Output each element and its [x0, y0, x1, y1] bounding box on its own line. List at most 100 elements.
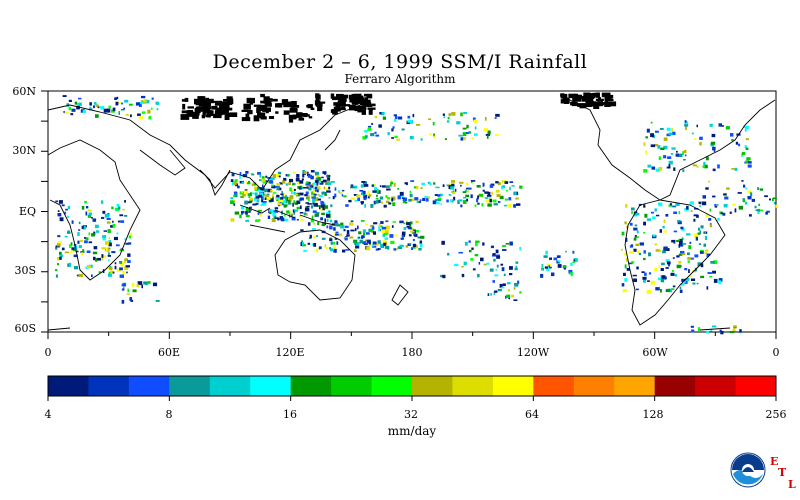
no-data-pixel [213, 100, 223, 103]
rain-pixel [475, 240, 480, 243]
rain-pixel [55, 269, 58, 272]
rain-pixel [504, 198, 508, 201]
rain-pixel [365, 134, 368, 138]
rain-pixel [299, 212, 304, 214]
rain-pixel [474, 254, 479, 257]
rain-pixel [708, 180, 710, 183]
rain-pixel [251, 192, 256, 195]
rain-pixel [470, 194, 473, 199]
rain-pixel [437, 198, 441, 202]
rain-pixel [314, 186, 318, 190]
no-data-pixel [260, 100, 266, 104]
no-data-pixel [214, 102, 220, 106]
rain-pixel [296, 200, 301, 204]
colorbar-swatch [452, 376, 494, 396]
rain-pixel [341, 194, 344, 197]
no-data-pixel [263, 96, 270, 102]
rain-pixel [245, 214, 250, 218]
rain-pixel [81, 225, 84, 229]
rain-pixel [665, 214, 669, 217]
rain-pixel [496, 264, 499, 268]
rain-pixel [81, 205, 85, 210]
rain-pixel [499, 195, 504, 199]
rain-pixel [379, 196, 384, 200]
rain-pixel [262, 187, 265, 191]
no-data-pixel [587, 94, 594, 100]
rain-pixel [69, 244, 72, 248]
no-data-pixel [607, 101, 617, 107]
rain-pixel [283, 205, 287, 208]
rain-pixel [460, 184, 462, 187]
rain-pixel [402, 197, 407, 202]
rain-pixel [55, 274, 58, 278]
rain-pixel [735, 141, 739, 145]
rain-pixel [302, 173, 305, 178]
rain-pixel [91, 233, 95, 237]
rain-pixel [683, 281, 686, 283]
rain-pixel [75, 250, 79, 253]
rain-pixel [682, 243, 687, 245]
no-data-pixel [202, 109, 206, 115]
rain-pixel [665, 267, 669, 269]
rain-pixel [358, 231, 362, 235]
rain-pixel [682, 169, 685, 173]
lon-label-120w: 120W [516, 346, 550, 359]
rain-pixel [466, 187, 468, 190]
rain-pixel [332, 196, 335, 200]
rain-pixel [293, 188, 296, 191]
no-data-pixel [369, 107, 373, 111]
no-data-pixel [357, 95, 364, 100]
rain-pixel [403, 226, 407, 230]
rain-pixel [283, 177, 287, 181]
rain-pixel [654, 268, 658, 272]
rain-pixel [119, 261, 122, 264]
rain-pixel [128, 103, 133, 106]
rain-pixel [265, 175, 268, 178]
rain-pixel [251, 183, 255, 186]
colorbar-swatch [695, 376, 737, 396]
rain-pixel [462, 132, 467, 136]
rain-pixel [471, 247, 474, 250]
rain-pixel [703, 243, 706, 247]
rain-pixel [362, 229, 366, 233]
rain-pixel [359, 239, 363, 243]
colorbar-swatch [533, 376, 575, 396]
rain-pixel [273, 215, 277, 219]
rain-pixel [306, 205, 310, 208]
rain-pixel [680, 251, 685, 254]
rain-pixel [122, 270, 126, 275]
rain-pixel [696, 124, 698, 128]
rain-pixel [124, 200, 126, 203]
rain-pixel [68, 106, 72, 111]
rain-pixel [496, 255, 501, 259]
rain-pixel [326, 219, 329, 222]
no-data-pixel [277, 103, 282, 108]
no-data-pixel [257, 112, 266, 119]
rain-pixel [270, 189, 273, 192]
colorbar-label-64: 64 [525, 408, 539, 421]
rain-pixel [378, 124, 382, 128]
no-data-pixel [317, 106, 323, 112]
rain-pixel [343, 229, 346, 232]
rain-pixel [277, 171, 282, 175]
rain-pixel [98, 271, 101, 273]
rain-pixel [678, 261, 682, 264]
rain-pixel [741, 153, 744, 157]
rain-pixel [355, 242, 360, 246]
rain-pixel [643, 142, 646, 147]
rain-pixel [321, 237, 326, 240]
no-data-pixel [343, 98, 347, 102]
rain-pixel [234, 179, 238, 183]
rain-pixel [505, 243, 509, 245]
rain-pixel [318, 181, 322, 184]
rain-pixel [557, 264, 562, 268]
rain-pixel [729, 331, 735, 334]
rain-pixel [307, 203, 312, 205]
rain-pixel [385, 185, 390, 188]
rain-pixel [64, 251, 69, 254]
rain-pixel [234, 211, 239, 215]
rain-pixel [79, 239, 84, 242]
rain-pixel [711, 325, 717, 328]
rain-pixel [734, 167, 738, 171]
rain-pixel [297, 180, 301, 185]
